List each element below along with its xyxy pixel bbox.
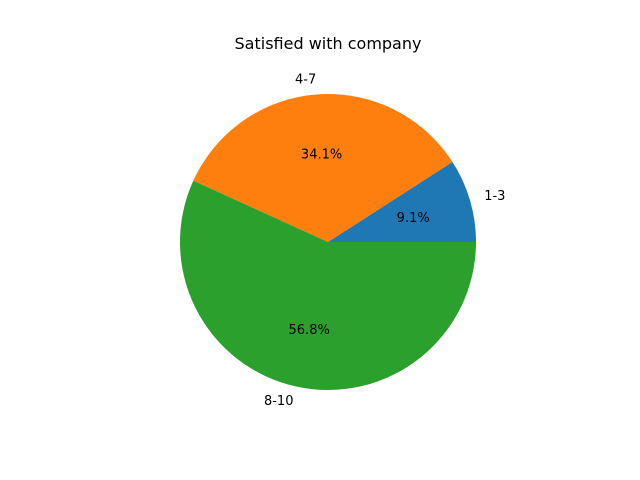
- slice-label-8-10: 8-10: [264, 394, 294, 409]
- chart-title: Satisfied with company: [235, 34, 422, 53]
- slice-label-1-3: 1-3: [484, 189, 505, 204]
- pie-labels: 1-3 9.1% 4-7 34.1% 8-10 56.8%: [264, 73, 505, 409]
- pie-slice-4-7: [193, 93, 453, 242]
- slice-percent-1-3: 9.1%: [397, 211, 430, 226]
- pie-slices: [180, 93, 477, 390]
- pie-slice-8-10: [180, 180, 477, 390]
- slice-percent-8-10: 56.8%: [289, 323, 330, 338]
- slice-label-4-7: 4-7: [295, 73, 316, 88]
- slice-percent-4-7: 34.1%: [301, 147, 342, 162]
- pie-slice-1-3: [328, 161, 476, 242]
